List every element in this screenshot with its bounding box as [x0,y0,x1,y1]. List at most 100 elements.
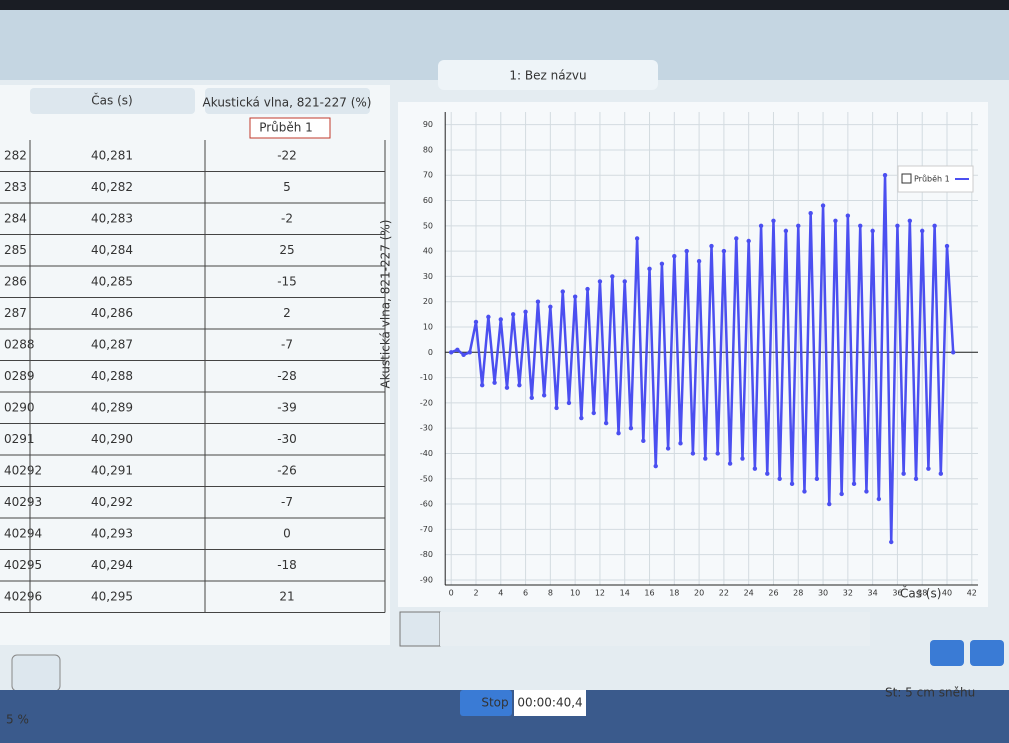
row-index: 283 [4,180,27,194]
data-point [542,393,546,397]
row-index: 286 [4,274,27,288]
run-label: Průběh 1 [259,121,313,135]
data-point [703,456,707,460]
row-index: 40296 [4,589,42,603]
data-point [604,421,608,425]
data-point [722,249,726,253]
data-point [765,472,769,476]
cell-time: 40,282 [91,180,133,194]
data-point [920,229,924,233]
y-tick-label: 50 [423,221,433,230]
data-point [511,312,515,316]
col-header-text: Čas (s) [91,93,132,108]
cell-time: 40,283 [91,211,133,225]
data-point [926,466,930,470]
data-point [492,380,496,384]
timer: 00:00:40,4 [517,696,582,710]
data-point [654,464,658,468]
cell-time: 40,291 [91,463,133,477]
data-point [802,489,806,493]
data-point [827,502,831,506]
legend-text: Průběh 1 [914,174,950,184]
data-point [486,315,490,319]
cell-value: 21 [279,589,294,603]
data-point [666,446,670,450]
data-point [864,489,868,493]
data-point [672,254,676,258]
data-point [523,310,527,314]
x-tick-label: 26 [768,589,778,598]
cell-time: 40,286 [91,306,133,320]
cell-time: 40,294 [91,558,133,572]
data-point [709,244,713,248]
data-point [530,396,534,400]
x-tick-label: 42 [967,589,977,598]
x-tick-label: 32 [843,589,853,598]
row-index: 40292 [4,463,42,477]
data-point [585,287,589,291]
legend-checkbox [902,174,911,183]
x-tick-label: 2 [473,589,478,598]
cell-value: 5 [283,180,291,194]
data-point [499,317,503,321]
data-point [821,203,825,207]
x-tick-label: 0 [449,589,454,598]
data-point [877,497,881,501]
data-point [554,406,558,410]
cell-value: -26 [277,463,297,477]
data-point [678,441,682,445]
data-point [746,239,750,243]
data-point [561,289,565,293]
data-point [567,401,571,405]
data-point [833,219,837,223]
x-tick-label: 38 [917,589,927,598]
stop-text: Stop [481,696,508,710]
data-point [790,482,794,486]
cell-value: -2 [281,211,293,225]
x-tick-label: 24 [744,589,754,598]
y-tick-label: 30 [423,272,433,281]
data-point [505,386,509,390]
data-point [734,236,738,240]
row-index: 285 [4,243,27,257]
y-tick-label: 90 [423,120,433,129]
data-point [548,305,552,309]
data-point [858,224,862,228]
y-tick-label: 20 [423,297,433,306]
table-button[interactable] [12,655,60,691]
cell-time: 40,287 [91,337,133,351]
cell-time: 40,284 [91,243,133,257]
y-tick-label: -70 [420,525,433,534]
option-button[interactable] [930,640,964,666]
graph-type-button[interactable] [400,612,440,646]
y-tick-label: 70 [423,171,433,180]
x-tick-label: 4 [498,589,503,598]
data-point [623,279,627,283]
cell-value: 0 [283,526,291,540]
y-tick-label: -50 [420,474,433,483]
data-point [461,353,465,357]
data-point [685,249,689,253]
x-tick-label: 34 [868,589,878,598]
data-point [945,244,949,248]
x-tick-label: 22 [719,589,729,598]
data-point [616,431,620,435]
y-tick-label: 10 [423,323,433,332]
y-tick-label: 60 [423,196,433,205]
cell-value: -18 [277,558,297,572]
data-point [740,456,744,460]
data-point [895,224,899,228]
data-point [715,451,719,455]
y-tick-label: -20 [420,398,433,407]
cell-time: 40,295 [91,589,133,603]
data-point [932,224,936,228]
x-tick-label: 14 [620,589,630,598]
row-index: 40293 [4,495,42,509]
weather: St: 5 cm sněhu [885,686,975,700]
data-point [808,211,812,215]
cell-value: -30 [277,432,297,446]
option-button[interactable] [970,640,1004,666]
cell-value: -39 [277,400,297,414]
cell-value: -15 [277,274,297,288]
y-tick-label: 0 [428,348,433,357]
